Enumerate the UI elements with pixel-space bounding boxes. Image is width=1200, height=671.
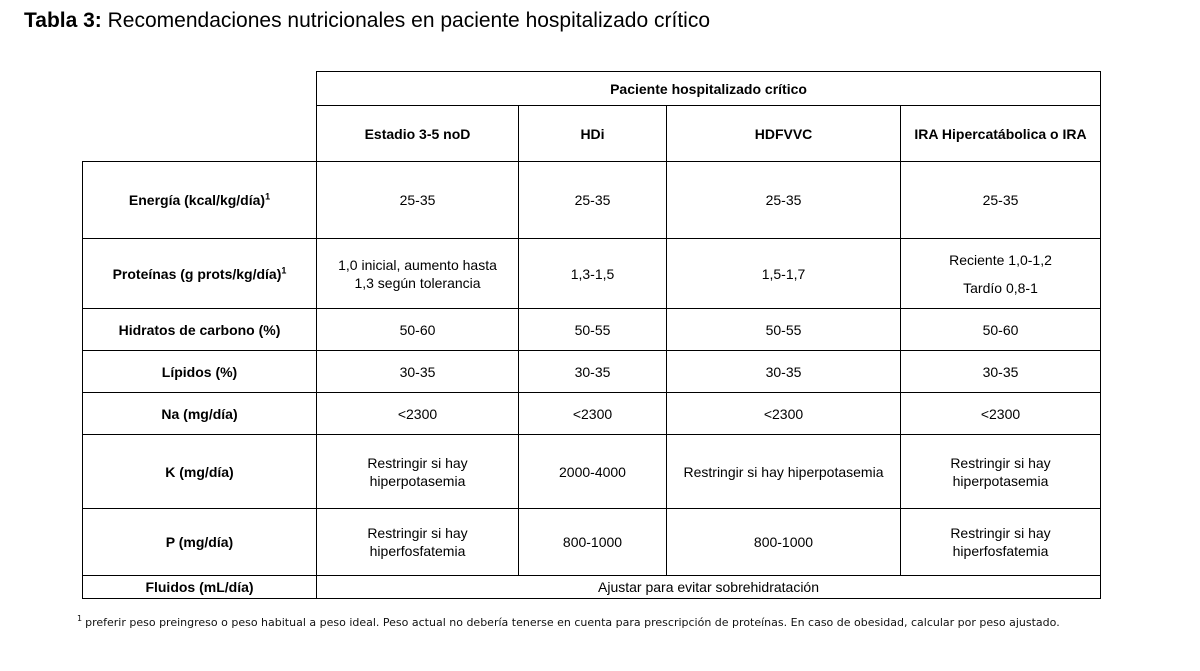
group-header: Paciente hospitalizado crítico xyxy=(315,71,1102,106)
table-row-hidratos: Hidratos de carbono (%) 50-60 50-55 50-5… xyxy=(82,308,1102,351)
table-cell: 50-60 xyxy=(316,308,519,351)
table-cell: 30-35 xyxy=(666,350,901,393)
table-cell: Restringir si hay hiperpotasemia xyxy=(666,434,901,509)
table-cell: 30-35 xyxy=(518,350,667,393)
table-cell: <2300 xyxy=(518,392,667,435)
row-label: Lípidos (%) xyxy=(82,350,317,393)
table-column-header-row: Estadio 3-5 noD HDi HDFVVC IRA Hipercatá… xyxy=(82,105,1102,162)
row-label: Proteínas (g prots/kg/día)1 xyxy=(82,238,317,309)
table-group-header-row: Paciente hospitalizado crítico xyxy=(83,71,1102,106)
table-cell: 25-35 xyxy=(518,161,667,239)
table-cell: Ajustar para evitar sobrehidratación xyxy=(315,575,1102,599)
footnote-marker: 1 xyxy=(265,191,271,202)
table-cell: <2300 xyxy=(316,392,519,435)
title-prefix: Tabla 3: xyxy=(24,9,102,32)
nutrition-table: Paciente hospitalizado crítico Estadio 3… xyxy=(82,71,1102,599)
empty-corner-cell xyxy=(82,105,317,162)
table-row-lipidos: Lípidos (%) 30-35 30-35 30-35 30-35 xyxy=(82,350,1102,393)
table-row-fluidos: Fluidos (mL/día) Ajustar para evitar sob… xyxy=(82,575,1102,599)
table-row-proteinas: Proteínas (g prots/kg/día)1 1,0 inicial,… xyxy=(82,238,1102,309)
row-label: P (mg/día) xyxy=(82,508,317,576)
table-cell: Restringir si hay hiperfosfatemia xyxy=(899,508,1102,576)
table-cell: Restringir si hay hiperpotasemia xyxy=(899,434,1102,509)
table-cell: 50-55 xyxy=(666,308,901,351)
row-label: K (mg/día) xyxy=(82,434,317,509)
footnote: 1 preferir peso preingreso o peso habitua… xyxy=(77,614,1060,629)
table-cell: 30-35 xyxy=(316,350,519,393)
table-cell: 50-60 xyxy=(899,308,1102,351)
empty-corner-cell xyxy=(83,72,317,106)
table-cell: 25-35 xyxy=(899,161,1102,239)
table-cell: 800-1000 xyxy=(518,508,667,576)
table-cell: 2000-4000 xyxy=(518,434,667,509)
row-label: Energía (kcal/kg/día)1 xyxy=(82,161,317,239)
column-header: Estadio 3-5 noD xyxy=(316,105,519,162)
table-cell: 30-35 xyxy=(899,350,1102,393)
table-cell: Restringir si hay hiperfosfatemia xyxy=(316,508,519,576)
table-row-k: K (mg/día) Restringir si hay hiperpotase… xyxy=(82,434,1102,509)
footnote-marker: 1 xyxy=(77,614,83,624)
row-label: Na (mg/día) xyxy=(82,392,317,435)
title-text: Recomendaciones nutricionales en pacient… xyxy=(107,9,710,32)
row-label: Fluidos (mL/día) xyxy=(82,575,317,599)
table-cell: 1,3-1,5 xyxy=(518,238,667,309)
table-cell: 25-35 xyxy=(666,161,901,239)
page-title: Tabla 3: Recomendaciones nutricionales e… xyxy=(24,9,710,33)
table-cell: Reciente 1,0-1,2 Tardío 0,8-1 xyxy=(899,238,1102,309)
column-header: IRA Hipercatábolica o IRA xyxy=(899,105,1102,162)
table-row-p: P (mg/día) Restringir si hay hiperfosfat… xyxy=(82,508,1102,576)
table-cell: <2300 xyxy=(666,392,901,435)
table-cell: 800-1000 xyxy=(666,508,901,576)
table-cell: 1,5-1,7 xyxy=(666,238,901,309)
footnote-text: preferir peso preingreso o peso habitual… xyxy=(85,616,1060,629)
table-row-energia: Energía (kcal/kg/día)1 25-35 25-35 25-35… xyxy=(82,161,1102,239)
column-header: HDi xyxy=(518,105,667,162)
footnote-marker: 1 xyxy=(281,264,287,275)
table-cell: <2300 xyxy=(899,392,1102,435)
column-header: HDFVVC xyxy=(666,105,901,162)
table-row-na: Na (mg/día) <2300 <2300 <2300 <2300 xyxy=(82,392,1102,435)
table-cell: 50-55 xyxy=(518,308,667,351)
table-cell: 1,0 inicial, aumento hasta 1,3 según tol… xyxy=(316,238,519,309)
table-cell: 25-35 xyxy=(316,161,519,239)
row-label: Hidratos de carbono (%) xyxy=(82,308,317,351)
table-cell: Restringir si hay hiperpotasemia xyxy=(316,434,519,509)
